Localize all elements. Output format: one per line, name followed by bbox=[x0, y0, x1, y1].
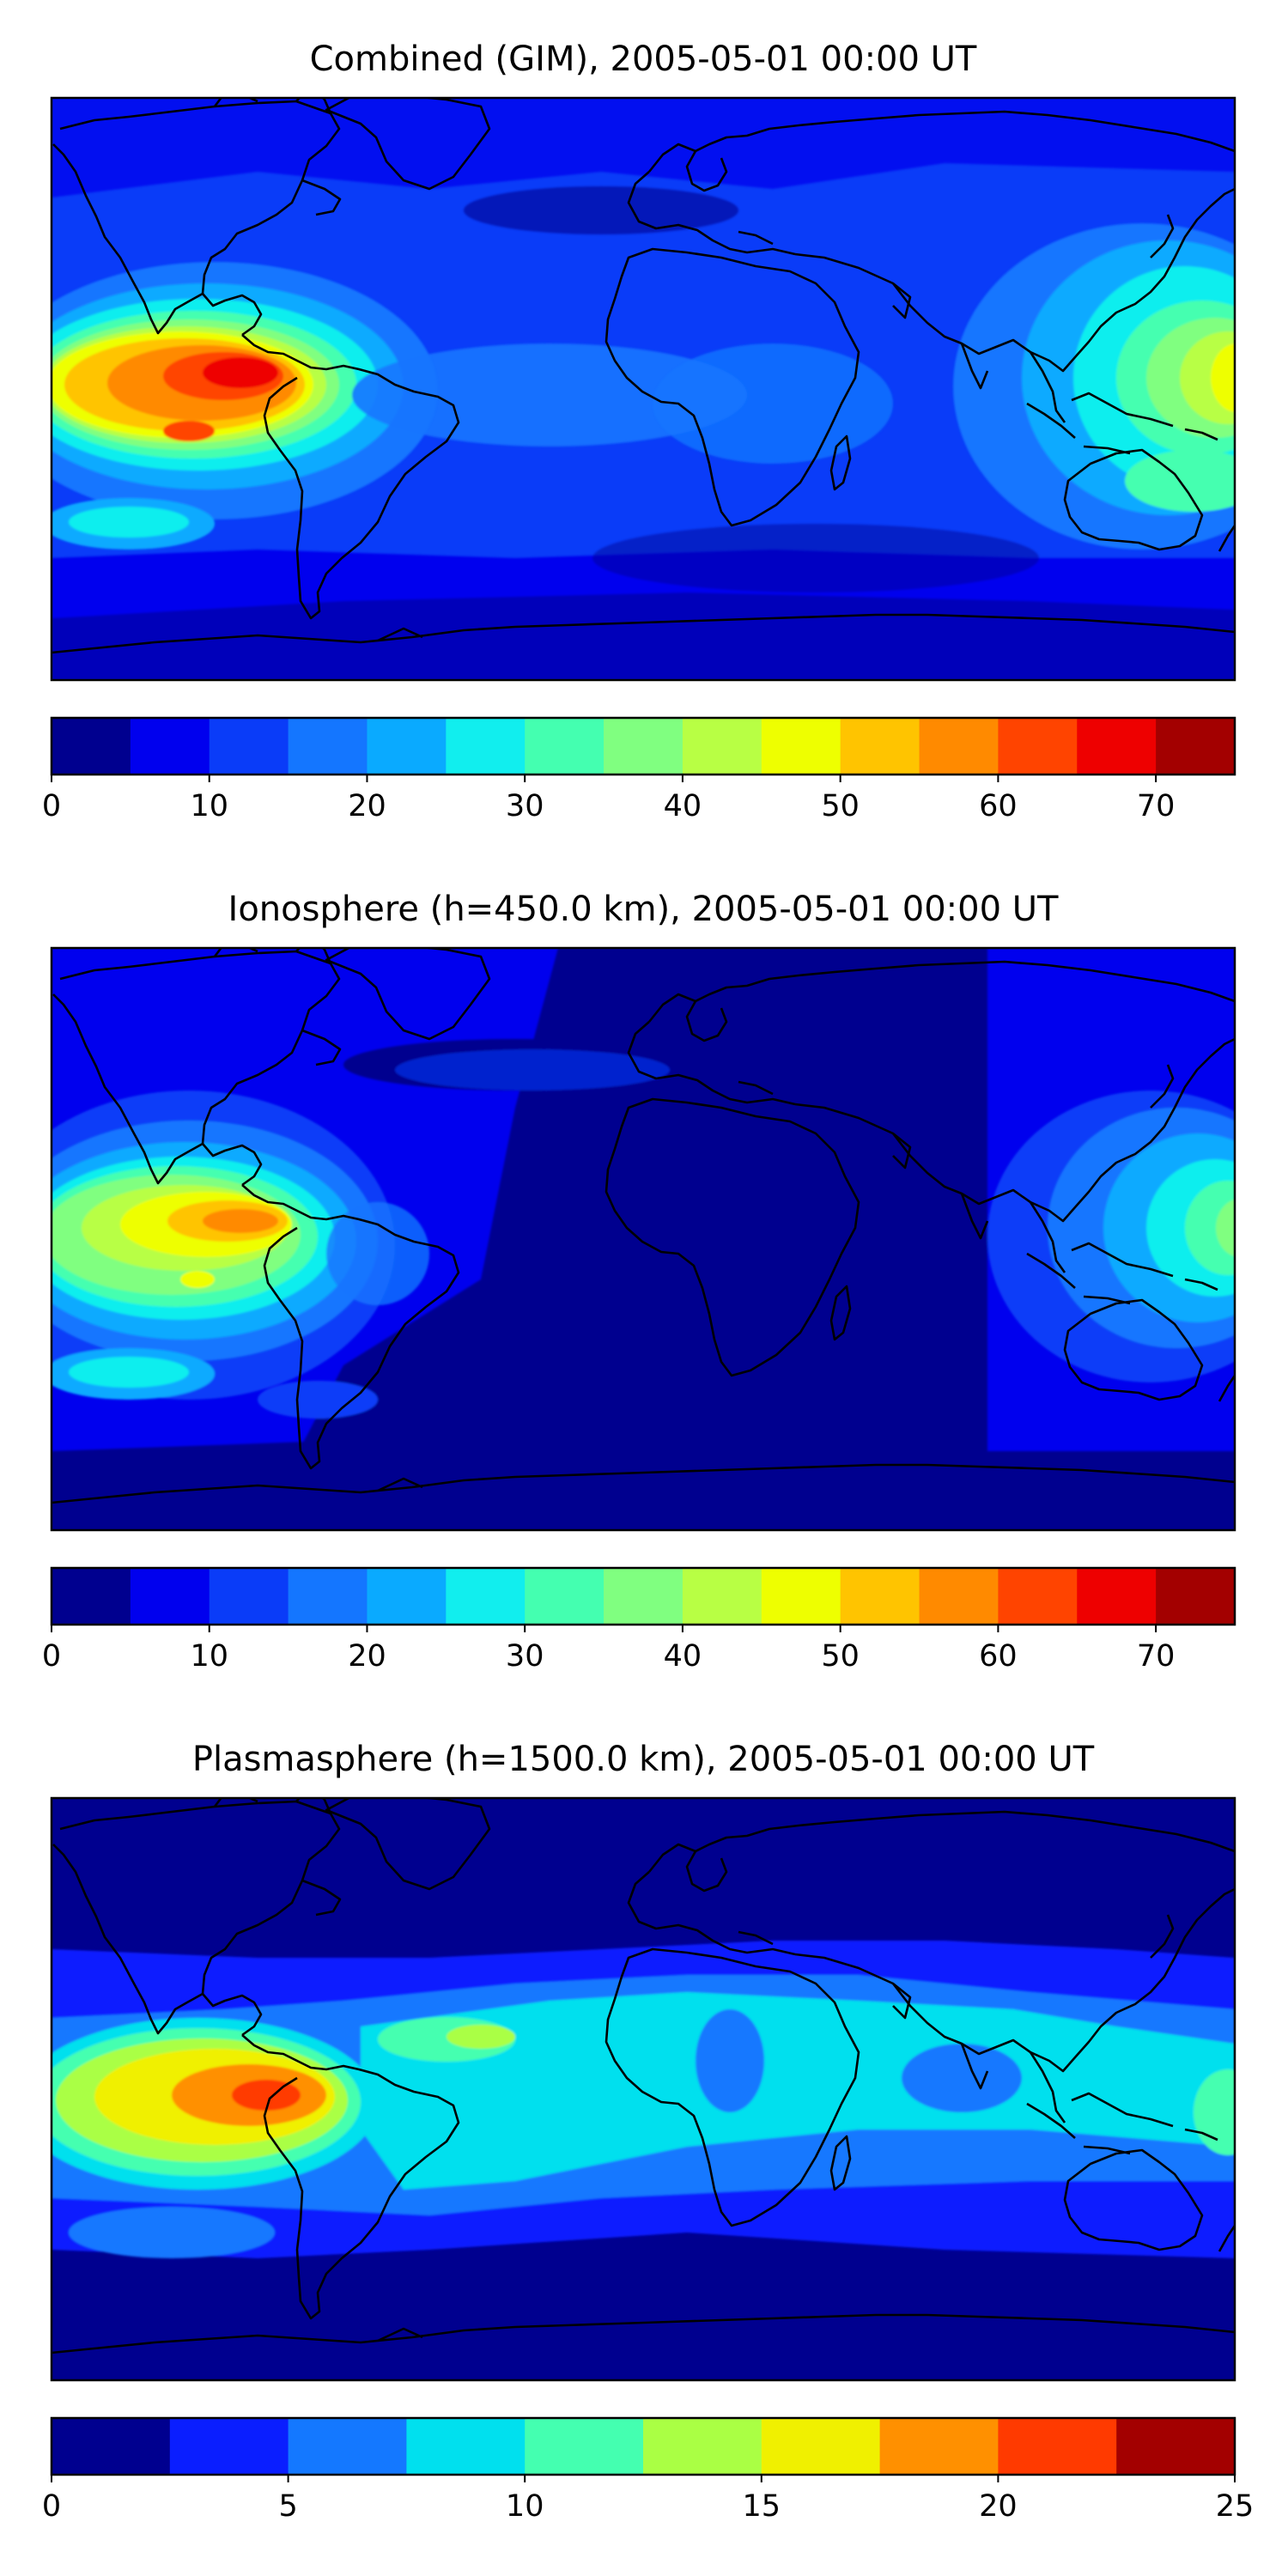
panel-3-frame bbox=[50, 1796, 1236, 2382]
colorbar-swatch bbox=[998, 2418, 1117, 2475]
colorbar-swatch bbox=[130, 1568, 210, 1625]
colorbar-swatch bbox=[1116, 2418, 1236, 2475]
colorbar-swatch bbox=[840, 1568, 920, 1625]
panel-1-map bbox=[52, 98, 1235, 680]
colorbar-swatch bbox=[367, 1568, 447, 1625]
colorbar-swatch bbox=[604, 1568, 683, 1625]
colorbar-swatch bbox=[288, 718, 368, 775]
colorbar-tick-label: 10 bbox=[506, 2489, 544, 2524]
colorbar-swatch bbox=[761, 1568, 841, 1625]
colorbar-tick-label: 10 bbox=[190, 1639, 228, 1674]
panel-3-map bbox=[52, 1798, 1235, 2380]
colorbar-tick-label: 70 bbox=[1137, 789, 1176, 823]
colorbar-swatch bbox=[446, 718, 526, 775]
panel-3-colorbar-ticks: 0 5 10 15 20 25 bbox=[42, 2475, 1254, 2524]
colorbar-tick-label: 0 bbox=[42, 789, 61, 823]
panel-2-map bbox=[52, 948, 1235, 1530]
colorbar-swatch bbox=[1077, 1568, 1157, 1625]
colorbar-swatch bbox=[288, 1568, 368, 1625]
colorbar-tick-label: 0 bbox=[42, 1639, 61, 1674]
colorbar-swatch bbox=[1156, 1568, 1236, 1625]
colorbar-tick-label: 15 bbox=[743, 2489, 781, 2524]
colorbar-swatch bbox=[761, 2418, 881, 2475]
panel-2-frame bbox=[50, 946, 1236, 1532]
colorbar-swatch bbox=[682, 718, 762, 775]
colorbar-swatch bbox=[406, 2418, 526, 2475]
panel-1-colorbar: 0 10 20 30 40 50 60 70 bbox=[42, 716, 1236, 823]
colorbar-swatch bbox=[525, 1568, 605, 1625]
panel-1-colorbar-ticks: 0 10 20 30 40 50 60 70 bbox=[42, 775, 1176, 823]
colorbar-swatch bbox=[919, 1568, 999, 1625]
panel-1-frame bbox=[50, 96, 1236, 682]
colorbar-swatch bbox=[525, 2418, 644, 2475]
colorbar-tick-label: 60 bbox=[979, 789, 1018, 823]
colorbar-tick-label: 20 bbox=[348, 1639, 386, 1674]
colorbar-swatch bbox=[643, 2418, 762, 2475]
panel-2-colorbar: 0 10 20 30 40 50 60 70 bbox=[42, 1566, 1236, 1674]
colorbar-tick-label: 30 bbox=[506, 789, 544, 823]
colorbar-tick-label: 5 bbox=[278, 2489, 297, 2524]
panel-3-colorbar-swatches bbox=[52, 2418, 1236, 2475]
colorbar-tick-label: 30 bbox=[506, 1639, 544, 1674]
colorbar-tick-label: 70 bbox=[1137, 1639, 1176, 1674]
colorbar-swatch bbox=[288, 2418, 407, 2475]
colorbar-tick-label: 20 bbox=[979, 2489, 1018, 2524]
colorbar-swatch bbox=[840, 718, 920, 775]
colorbar-tick-label: 50 bbox=[821, 789, 860, 823]
colorbar-swatch bbox=[367, 718, 447, 775]
panel-3-title: Plasmasphere (h=1500.0 km), 2005-05-01 0… bbox=[192, 1740, 1095, 1779]
colorbar-swatch bbox=[998, 1568, 1078, 1625]
colorbar-tick-label: 60 bbox=[979, 1639, 1018, 1674]
colorbar-swatch bbox=[998, 718, 1078, 775]
colorbar-swatch bbox=[761, 718, 841, 775]
colorbar-swatch bbox=[604, 718, 683, 775]
colorbar-swatch bbox=[525, 718, 605, 775]
panel-1-colorbar-swatches bbox=[52, 718, 1236, 775]
colorbar-tick-label: 25 bbox=[1216, 2489, 1255, 2524]
colorbar-tick-label: 20 bbox=[348, 789, 386, 823]
colorbar-swatch bbox=[52, 1568, 131, 1625]
colorbar-swatch bbox=[446, 1568, 526, 1625]
colorbar-swatch bbox=[1077, 718, 1157, 775]
colorbar-tick-label: 40 bbox=[664, 789, 702, 823]
colorbar-swatch bbox=[52, 718, 131, 775]
colorbar-swatch bbox=[1156, 718, 1236, 775]
panel-2-colorbar-ticks: 0 10 20 30 40 50 60 70 bbox=[42, 1625, 1176, 1674]
colorbar-tick-label: 40 bbox=[664, 1639, 702, 1674]
colorbar-swatch bbox=[682, 1568, 762, 1625]
colorbar-tick-label: 10 bbox=[190, 789, 228, 823]
colorbar-swatch bbox=[919, 718, 999, 775]
colorbar-tick-label: 0 bbox=[42, 2489, 61, 2524]
panel-3-colorbar: 0 5 10 15 20 25 bbox=[42, 2416, 1254, 2524]
colorbar-swatch bbox=[130, 718, 210, 775]
colorbar-swatch bbox=[879, 2418, 999, 2475]
panel-1-title: Combined (GIM), 2005-05-01 00:00 UT bbox=[310, 39, 977, 79]
colorbar-swatch bbox=[209, 1568, 289, 1625]
panel-2-title: Ionosphere (h=450.0 km), 2005-05-01 00:0… bbox=[228, 890, 1059, 929]
colorbar-swatch bbox=[52, 2418, 171, 2475]
colorbar-swatch bbox=[209, 718, 289, 775]
panel-2-colorbar-swatches bbox=[52, 1568, 1236, 1625]
colorbar-tick-label: 50 bbox=[821, 1639, 860, 1674]
colorbar-swatch bbox=[169, 2418, 289, 2475]
